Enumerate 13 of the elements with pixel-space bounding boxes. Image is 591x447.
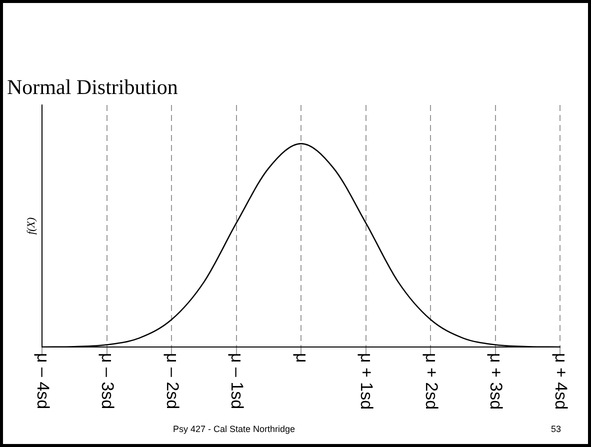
text: 53 [551, 424, 562, 434]
x-tick-label: μ – 4sd [34, 353, 53, 410]
x-tick-label: μ + 4sd [551, 353, 570, 410]
x-tick-label: μ – 2sd [162, 353, 182, 410]
y-axis-title: f(X) [25, 217, 38, 235]
x-tick-label: μ – 1sd [228, 353, 247, 410]
x-tick-label: μ + 2sd [422, 353, 441, 410]
x-tick-label: μ + 1sd [357, 353, 376, 410]
x-tick-label: μ + 3sd [486, 353, 506, 410]
x-tick-label: μ – 3sd [98, 353, 118, 410]
text: Psy 427 - Cal State Northridge [173, 424, 296, 434]
x-tick-label: μ [292, 353, 312, 363]
chart-title: Normal Distribution [7, 75, 178, 100]
